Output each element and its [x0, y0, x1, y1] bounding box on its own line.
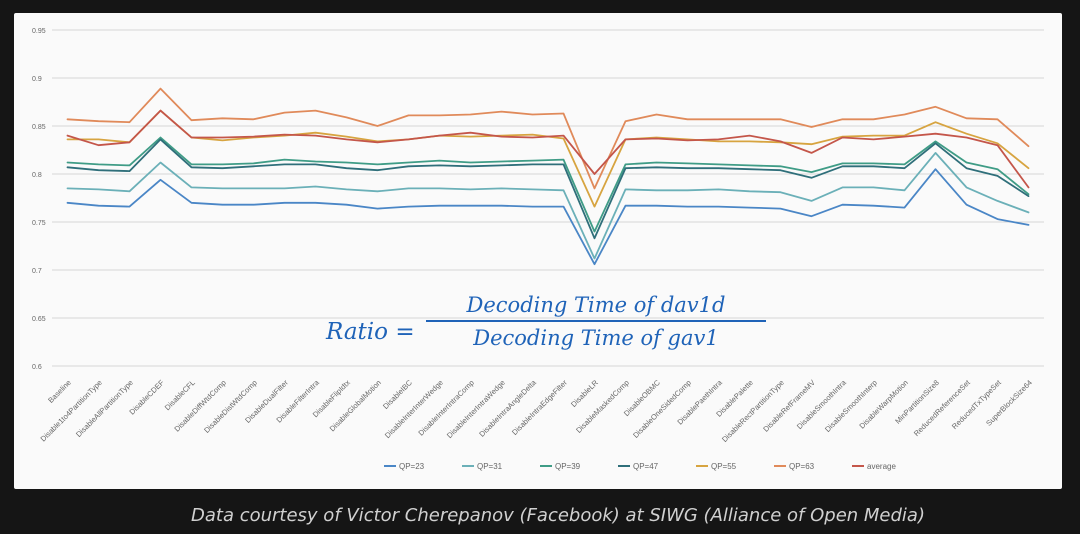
formula-fraction: Decoding Time of dav1d Decoding Time of …: [426, 293, 766, 350]
y-tick-label: 0.8: [32, 172, 42, 179]
x-tick-label: DisableIntraEdgeFilter: [510, 378, 569, 437]
formula-denominator: Decoding Time of gav1: [473, 326, 719, 350]
y-tick-label: 0.9: [32, 76, 42, 83]
y-tick-label: 0.95: [32, 28, 46, 35]
x-tick-label: ReducedReferenceSet: [912, 377, 973, 438]
series-line-QP=63: [66, 87, 1030, 190]
legend-label: QP=31: [477, 462, 503, 471]
legend-label: QP=55: [711, 462, 737, 471]
x-tick-label: Disable1to4PartitionType: [39, 378, 104, 443]
series-line-QP=31: [66, 151, 1030, 260]
formula-lhs: Ratio =: [326, 319, 415, 345]
legend-label: average: [867, 462, 896, 471]
legend-label: QP=47: [633, 462, 659, 471]
y-tick-label: 0.7: [32, 268, 42, 275]
x-tick-label: DisableDistWtdComp: [202, 378, 259, 435]
x-tick-label: DisableDiffWtdComp: [172, 378, 227, 433]
x-tick-label: DisableMaskedComp: [574, 378, 631, 435]
y-tick-label: 0.85: [32, 124, 46, 131]
x-tick-label: DisableAllPartitionType: [74, 378, 135, 439]
legend-label: QP=63: [789, 462, 815, 471]
x-tick-label: DisableLR: [569, 378, 600, 409]
series-line-QP=47: [66, 138, 1030, 240]
series-line-QP=39: [66, 136, 1030, 233]
x-tick-label: DisableInterIntraWedge: [445, 378, 507, 440]
x-tick-label: DisableRectPartitionType: [720, 378, 786, 444]
slide: 0.95 0.9 0.85 0.8 0.75 0.7 0.65 0.6 Baseline Disa…: [14, 13, 1062, 489]
x-tick-label: DisableSmoothInterp: [823, 378, 879, 434]
fraction-bar: [426, 320, 766, 322]
caption: Data courtesy of Victor Cherepanov (Face…: [191, 505, 925, 526]
series-line-average: [66, 109, 1030, 189]
x-tick-label: DisableOneSidedComp: [631, 378, 693, 440]
y-tick-label: 0.75: [32, 220, 46, 227]
legend-label: QP=39: [555, 462, 581, 471]
series-line-QP=23: [66, 168, 1030, 266]
x-tick-label: DisableInterInterWedge: [383, 378, 445, 440]
legend-label: QP=23: [399, 462, 425, 471]
formula-numerator: Decoding Time of dav1d: [466, 293, 726, 317]
line-chart: 0.950.90.850.80.750.70.650.6BaselineDisa…: [32, 28, 1044, 471]
series-line-QP=55: [66, 109, 1030, 208]
x-tick-label: DisableRefFrameMV: [761, 378, 817, 434]
x-tick-label: Baseline: [46, 378, 73, 405]
x-tick-label: DisableInterIntraComp: [416, 378, 475, 437]
x-tick-label: DisableIntraAngleDelta: [477, 377, 538, 438]
y-tick-label: 0.65: [32, 316, 46, 323]
y-tick-label: 0.6: [32, 364, 42, 371]
